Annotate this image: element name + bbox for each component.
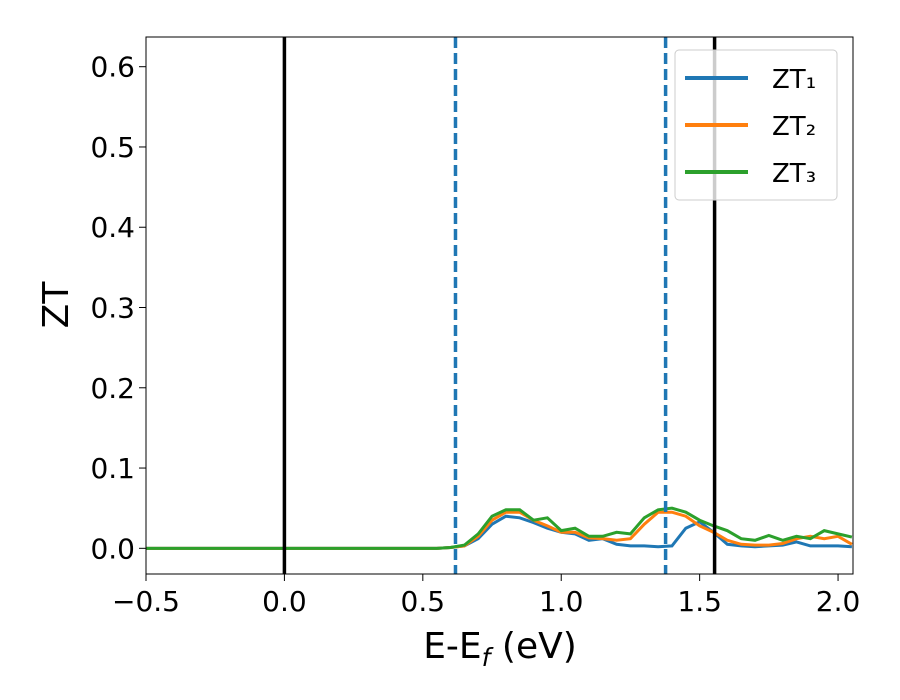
y-tick-label: 0.2 [90, 372, 135, 405]
x-tick-label: 0.0 [262, 585, 307, 618]
y-tick-label: 0.5 [90, 131, 135, 164]
y-tick-label: 0.0 [90, 532, 135, 565]
x-label-unit: (eV) [490, 626, 576, 667]
legend-label: ZT₃ [772, 159, 816, 189]
y-tick-label: 0.4 [90, 211, 135, 244]
y-axis-label: ZT [36, 281, 77, 329]
x-label-main: E-E [423, 626, 481, 667]
series-line [146, 506, 853, 550]
x-tick-label: −0.5 [112, 585, 180, 618]
legend-box [674, 49, 838, 201]
y-tick-label: 0.6 [90, 51, 135, 84]
x-tick-label: 1.0 [539, 585, 584, 618]
legend-label: ZT₂ [772, 112, 816, 142]
x-tick-label: 0.5 [401, 585, 446, 618]
y-tick-label: 0.3 [90, 292, 135, 325]
x-axis-label: E-Ef (eV) [423, 626, 577, 672]
y-tick-label: 0.1 [90, 452, 135, 485]
x-tick-label: 1.5 [677, 585, 722, 618]
legend-label: ZT₁ [772, 65, 816, 95]
plot-frame [145, 36, 854, 575]
x-tick-label: 2.0 [816, 585, 861, 618]
series-line [146, 510, 853, 550]
